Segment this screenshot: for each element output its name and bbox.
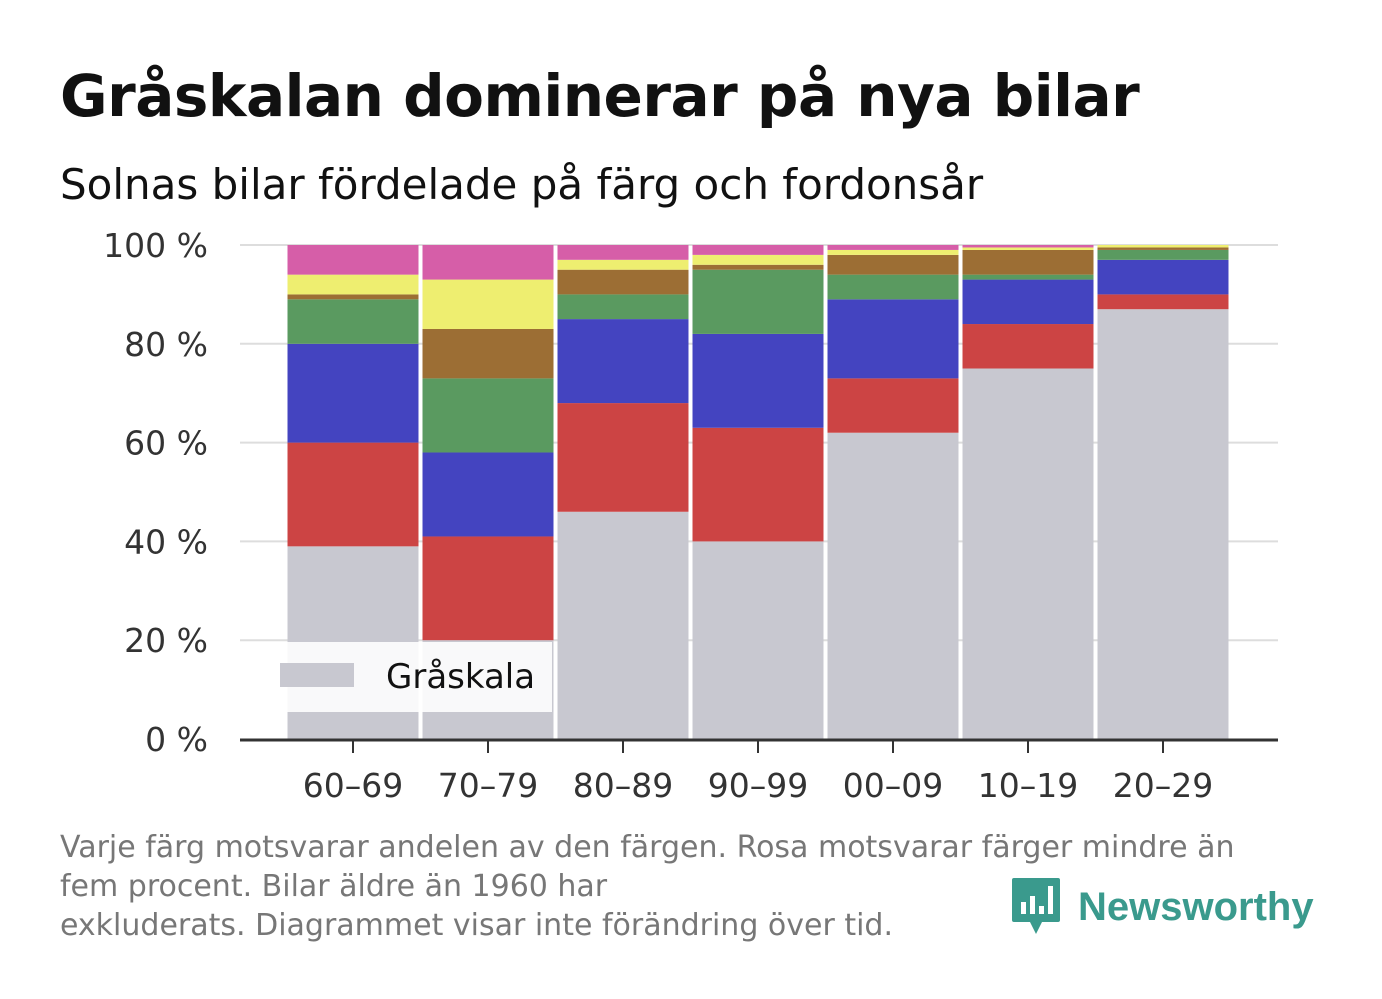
bar-segment bbox=[422, 452, 554, 537]
footnote-line-1: Varje färg motsvarar andelen av den färg… bbox=[60, 830, 1235, 865]
brand-name: Newsworthy bbox=[1078, 884, 1314, 929]
y-tick-label: 100 % bbox=[103, 226, 208, 265]
y-tick-label: 60 % bbox=[124, 424, 208, 463]
bar-segment bbox=[287, 343, 419, 443]
bar-segment bbox=[557, 259, 689, 270]
bar-segment bbox=[962, 245, 1094, 248]
y-tick-label: 20 % bbox=[124, 621, 208, 660]
bar-segment bbox=[692, 254, 824, 265]
bar-segment bbox=[557, 245, 689, 260]
bar-segment bbox=[1097, 294, 1229, 310]
bar-segment bbox=[1097, 249, 1229, 260]
bar-segment bbox=[287, 274, 419, 295]
bar-segment bbox=[422, 328, 554, 379]
x-tick-label: 60–69 bbox=[303, 766, 403, 805]
bar-segment bbox=[827, 249, 959, 255]
bar-segment bbox=[827, 432, 959, 739]
bar-segment bbox=[692, 333, 824, 428]
bar-segment bbox=[827, 378, 959, 433]
bar-segment bbox=[962, 368, 1094, 739]
bar-segment bbox=[827, 245, 959, 250]
y-tick-label: 40 % bbox=[124, 522, 208, 561]
y-tick-label: 80 % bbox=[124, 325, 208, 364]
chart-subtitle: Solnas bilar fördelade på färg och fordo… bbox=[60, 160, 984, 209]
bar-segment bbox=[422, 245, 554, 280]
legend-label: Gråskala bbox=[386, 657, 535, 697]
y-tick-label: 0 % bbox=[145, 720, 208, 759]
x-tick-label: 00–09 bbox=[843, 766, 943, 805]
x-tick-label: 80–89 bbox=[573, 766, 673, 805]
bar-segment bbox=[827, 299, 959, 379]
bar-segment bbox=[557, 319, 689, 404]
x-tick-label: 90–99 bbox=[708, 766, 808, 805]
x-tick-label: 20–29 bbox=[1113, 766, 1213, 805]
bar-segment bbox=[827, 254, 959, 275]
bar-segment bbox=[1097, 245, 1229, 248]
bar-segment bbox=[692, 264, 824, 270]
bar-segment bbox=[1097, 309, 1229, 739]
bar-segment bbox=[557, 511, 689, 739]
bar-segment bbox=[557, 294, 689, 320]
bar-segment bbox=[962, 249, 1094, 275]
chart-title: Gråskalan dominerar på nya bilar bbox=[60, 62, 1140, 130]
bar-segment bbox=[422, 536, 554, 641]
bar-segment bbox=[692, 541, 824, 739]
bar-segment bbox=[287, 299, 419, 344]
x-tick-label: 10–19 bbox=[978, 766, 1078, 805]
bar-segment bbox=[962, 279, 1094, 325]
bar-segment bbox=[692, 427, 824, 542]
bar-segment bbox=[692, 245, 824, 255]
bar-segment bbox=[422, 279, 554, 329]
bar-segment bbox=[827, 274, 959, 300]
bar-segment bbox=[962, 247, 1094, 250]
bar-segment bbox=[287, 442, 419, 547]
bar-segment bbox=[287, 294, 419, 300]
bar-segment bbox=[962, 274, 1094, 280]
footnote: Varje färg motsvarar andelen av den färg… bbox=[60, 828, 1320, 945]
bar-segment bbox=[557, 269, 689, 295]
bar-segment bbox=[1097, 259, 1229, 295]
bar-segment bbox=[422, 378, 554, 453]
legend-swatch bbox=[280, 663, 354, 687]
bar-chart-speech-bubble-icon bbox=[1012, 878, 1060, 934]
x-tick-label: 70–79 bbox=[438, 766, 538, 805]
brand-logo[interactable]: Newsworthy bbox=[1010, 876, 1314, 938]
bar-segment bbox=[962, 324, 1094, 369]
bar-segment bbox=[1097, 247, 1229, 250]
footnote-line-2: fem procent. Bilar äldre än 1960 har bbox=[60, 869, 608, 904]
footnote-line-3: exkluderats. Diagrammet visar inte förän… bbox=[60, 908, 894, 943]
bar-segment bbox=[692, 269, 824, 334]
bar-segment bbox=[557, 403, 689, 512]
bar-segment bbox=[287, 245, 419, 275]
